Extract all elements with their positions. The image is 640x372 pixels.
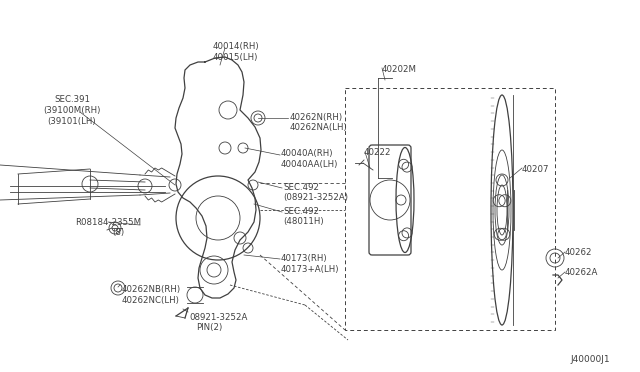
Text: SEC.492: SEC.492 bbox=[283, 183, 319, 192]
Text: 40262NB(RH): 40262NB(RH) bbox=[122, 285, 181, 294]
Text: (39100M(RH): (39100M(RH) bbox=[44, 106, 100, 115]
Text: (08921-3252A): (08921-3252A) bbox=[283, 193, 348, 202]
Text: 40040A(RH): 40040A(RH) bbox=[281, 149, 333, 158]
Text: 40262NA(LH): 40262NA(LH) bbox=[290, 123, 348, 132]
Text: 40040AA(LH): 40040AA(LH) bbox=[281, 160, 339, 169]
Text: SEC.492: SEC.492 bbox=[283, 207, 319, 216]
Text: SEC.391: SEC.391 bbox=[54, 95, 90, 104]
Text: 40014(RH): 40014(RH) bbox=[213, 42, 260, 51]
Text: (48011H): (48011H) bbox=[283, 217, 324, 226]
Text: (8): (8) bbox=[112, 228, 124, 237]
Text: 08921-3252A: 08921-3252A bbox=[189, 313, 248, 322]
Text: PIN(2): PIN(2) bbox=[196, 323, 222, 332]
Text: 40207: 40207 bbox=[522, 165, 550, 174]
Text: J40000J1: J40000J1 bbox=[570, 355, 610, 364]
Text: 40262NC(LH): 40262NC(LH) bbox=[122, 296, 180, 305]
Text: 40262: 40262 bbox=[565, 248, 593, 257]
Text: 40222: 40222 bbox=[364, 148, 392, 157]
Text: (39101(LH): (39101(LH) bbox=[48, 117, 96, 126]
Text: R08184-2355M: R08184-2355M bbox=[75, 218, 141, 227]
Text: 40202M: 40202M bbox=[382, 65, 417, 74]
Text: 40262A: 40262A bbox=[565, 268, 598, 277]
Text: 40015(LH): 40015(LH) bbox=[213, 53, 259, 62]
Text: 40262N(RH): 40262N(RH) bbox=[290, 113, 343, 122]
Text: 40173+A(LH): 40173+A(LH) bbox=[281, 265, 339, 274]
Text: 40173(RH): 40173(RH) bbox=[281, 254, 328, 263]
